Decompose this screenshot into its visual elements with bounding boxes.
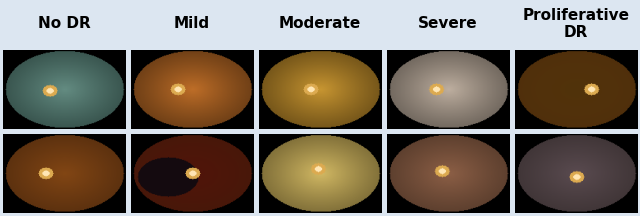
Text: Proliferative
DR: Proliferative DR [522, 8, 630, 40]
Text: Severe: Severe [418, 16, 478, 31]
Text: Mild: Mild [174, 16, 210, 31]
Text: Moderate: Moderate [279, 16, 361, 31]
Text: No DR: No DR [38, 16, 90, 31]
